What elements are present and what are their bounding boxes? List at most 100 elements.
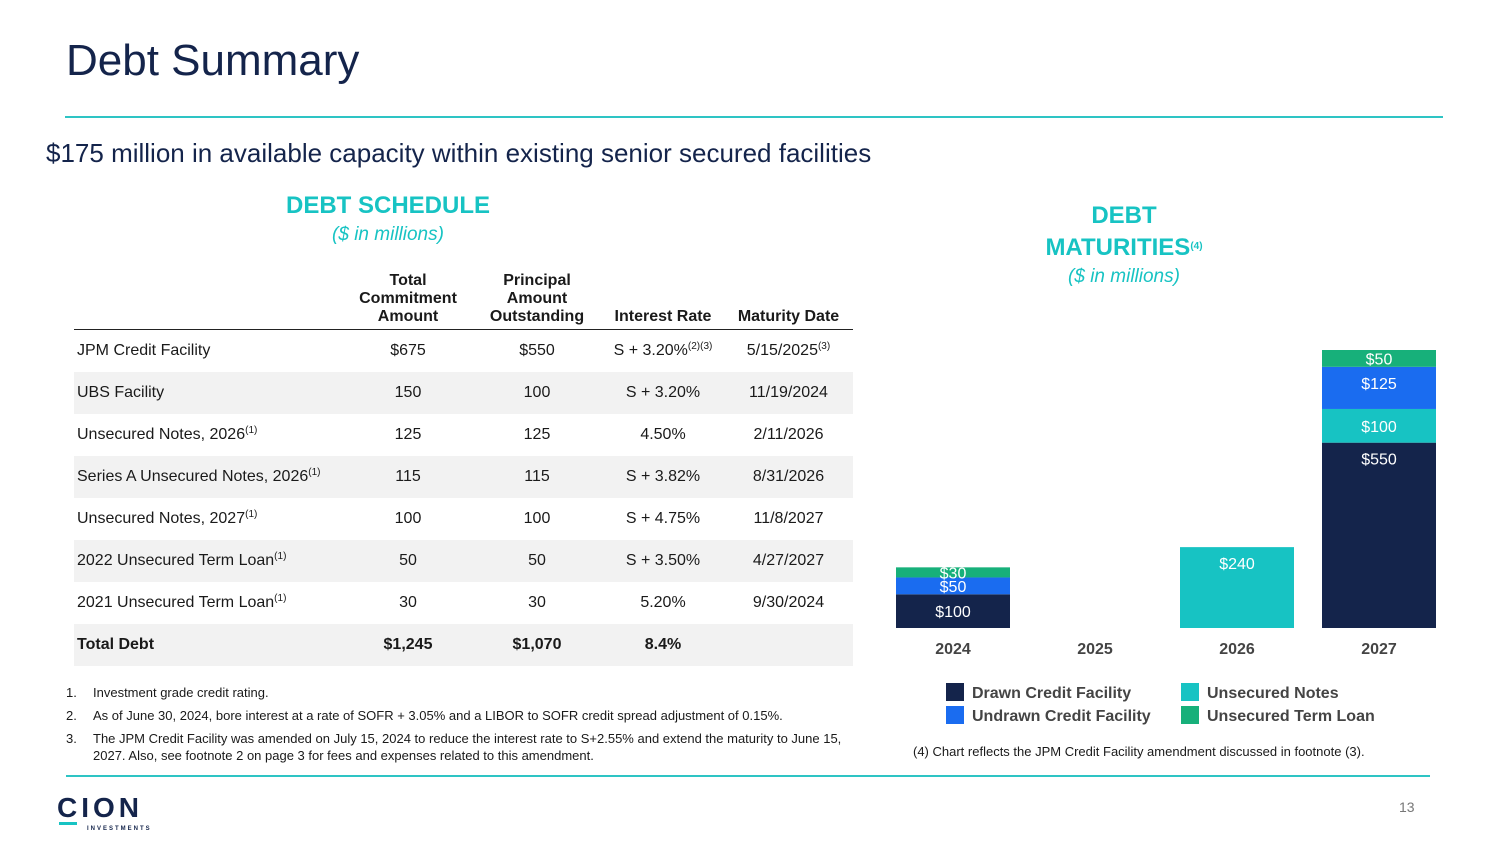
total-principal: $1,070 bbox=[472, 624, 602, 666]
total-rate: 8.4% bbox=[602, 624, 724, 666]
legend-item: Unsecured Notes bbox=[1181, 683, 1339, 703]
header-maturity-date: Maturity Date bbox=[724, 272, 853, 330]
data-label: $50 bbox=[1366, 351, 1393, 368]
maturity-date: 11/8/2027 bbox=[753, 510, 824, 527]
chart-footnote: (4) Chart reflects the JPM Credit Facili… bbox=[913, 744, 1365, 759]
commitment-amount: 50 bbox=[344, 540, 472, 582]
svg-text:INVESTMENTS: INVESTMENTS bbox=[87, 826, 152, 832]
data-label: $100 bbox=[935, 604, 971, 621]
svg-text:CION: CION bbox=[57, 795, 143, 823]
table-row: Unsecured Notes, 2027(1) 100 100 S + 4.75% 1… bbox=[74, 498, 853, 540]
bar-2027-drawn-credit-facility bbox=[1322, 442, 1436, 628]
commitment-amount: $675 bbox=[390, 342, 426, 359]
interest-rate: 4.50% bbox=[640, 426, 686, 443]
x-tick-label: 2025 bbox=[1077, 641, 1113, 658]
x-tick-label: 2024 bbox=[935, 641, 971, 658]
header-interest-rate: Interest Rate bbox=[602, 272, 724, 330]
facility-name: Unsecured Notes, 2026(1) bbox=[77, 425, 258, 444]
cion-logo: CION INVESTMENTS bbox=[57, 795, 152, 832]
table-row: Series A Unsecured Notes, 2026(1) 115 115 S… bbox=[74, 456, 853, 498]
commitment-amount: 125 bbox=[394, 426, 422, 443]
x-tick-label: 2026 bbox=[1219, 641, 1255, 658]
total-label: Total Debt bbox=[74, 624, 344, 666]
page-title: Debt Summary bbox=[66, 36, 360, 85]
facility-name: JPM Credit Facility bbox=[77, 342, 211, 359]
legend-item: Unsecured Term Loan bbox=[1181, 706, 1375, 726]
table-row: UBS Facility 150 100 S + 3.20% 11/19/2024 bbox=[74, 372, 853, 414]
data-label: $100 bbox=[1361, 419, 1397, 436]
legend-item: Drawn Credit Facility bbox=[946, 683, 1131, 703]
data-label: $550 bbox=[1361, 452, 1397, 469]
maturities-units: ($ in millions) bbox=[1068, 266, 1180, 287]
maturity-date: 5/15/2025(3) bbox=[746, 341, 831, 360]
legend-swatch bbox=[946, 706, 964, 724]
interest-rate: S + 3.20% bbox=[602, 372, 724, 414]
commitment-amount: 100 bbox=[394, 510, 422, 527]
table-header-row: Total Commitment Amount Principal Amount… bbox=[74, 272, 853, 330]
legend-label: Unsecured Term Loan bbox=[1207, 708, 1375, 725]
interest-rate: 5.20% bbox=[640, 594, 686, 611]
schedule-footnotes: 1. Investment grade credit rating. 2. As o… bbox=[66, 684, 856, 770]
table-row: Unsecured Notes, 2026(1) 125 125 4.50% 2/11/… bbox=[74, 414, 853, 456]
interest-rate: S + 3.50% bbox=[602, 540, 724, 582]
maturities-title-line2: MATURITIES(4) bbox=[1045, 234, 1203, 261]
page-number: 13 bbox=[1399, 799, 1415, 815]
principal-outstanding: 30 bbox=[528, 594, 546, 611]
table-row: 2022 Unsecured Term Loan(1) 50 50 S + 3.50%… bbox=[74, 540, 853, 582]
maturities-title-line1: DEBT bbox=[1091, 202, 1157, 229]
commitment-amount: 30 bbox=[399, 594, 417, 611]
principal-outstanding: 100 bbox=[523, 510, 551, 527]
debt-maturities-heading: DEBT MATURITIES(4) ($ in millions) bbox=[1004, 200, 1244, 290]
title-divider bbox=[65, 116, 1443, 118]
legend-swatch bbox=[1181, 706, 1199, 724]
facility-name: UBS Facility bbox=[74, 372, 344, 414]
legend-swatch bbox=[946, 683, 964, 701]
interest-rate: S + 3.82% bbox=[602, 456, 724, 498]
facility-name: Series A Unsecured Notes, 2026(1) bbox=[74, 456, 344, 498]
bar-2024-drawn-credit-facility bbox=[896, 594, 1010, 628]
debt-schedule-heading: DEBT SCHEDULE ($ in millions) bbox=[238, 190, 538, 248]
interest-rate: S + 4.75% bbox=[625, 510, 701, 527]
footnote-3: 3. The JPM Credit Facility was amended on… bbox=[66, 731, 842, 763]
principal-outstanding: 100 bbox=[472, 372, 602, 414]
principal-outstanding: 50 bbox=[472, 540, 602, 582]
data-label: $125 bbox=[1361, 376, 1397, 393]
maturity-date: 8/31/2026 bbox=[724, 456, 853, 498]
commitment-amount: 150 bbox=[344, 372, 472, 414]
legend-label: Unsecured Notes bbox=[1207, 685, 1339, 702]
bar-2027-unsecured-term-loan bbox=[1322, 350, 1436, 367]
footnote-1: 1. Investment grade credit rating. bbox=[66, 685, 269, 700]
footer-divider bbox=[66, 775, 1430, 777]
data-label: $240 bbox=[1219, 556, 1255, 573]
header-commitment: Total Commitment Amount bbox=[344, 272, 472, 330]
bar-2026-unsecured-notes bbox=[1180, 547, 1294, 628]
maturity-date: 9/30/2024 bbox=[752, 594, 825, 611]
principal-outstanding: 125 bbox=[523, 426, 551, 443]
maturity-date: 11/19/2024 bbox=[724, 372, 853, 414]
bar-2027-unsecured-notes bbox=[1322, 408, 1436, 443]
total-debt-row: Total Debt $1,245 $1,070 8.4% bbox=[74, 624, 853, 666]
legend-swatch bbox=[1181, 683, 1199, 701]
principal-outstanding: $550 bbox=[519, 342, 555, 359]
debt-schedule-table: Total Commitment Amount Principal Amount… bbox=[74, 272, 853, 666]
table-row: 2021 Unsecured Term Loan(1) 30 30 5.20% 9/30… bbox=[74, 582, 853, 624]
debt-schedule-units: ($ in millions) bbox=[332, 224, 444, 245]
bar-2024-unsecured-term-loan bbox=[896, 567, 1010, 578]
total-maturity bbox=[724, 624, 853, 666]
data-label: $50 bbox=[940, 579, 967, 596]
principal-outstanding: 115 bbox=[472, 456, 602, 498]
x-tick-label: 2027 bbox=[1361, 641, 1397, 658]
commitment-amount: 115 bbox=[344, 456, 472, 498]
debt-schedule-title: DEBT SCHEDULE bbox=[285, 192, 490, 219]
bar-2024-undrawn-credit-facility bbox=[896, 577, 1010, 595]
maturity-date: 4/27/2027 bbox=[724, 540, 853, 582]
header-facility bbox=[74, 272, 344, 330]
header-principal: Principal Amount Outstanding bbox=[472, 272, 602, 330]
maturity-date: 2/11/2026 bbox=[753, 426, 824, 443]
total-commitment: $1,245 bbox=[344, 624, 472, 666]
facility-name: 2022 Unsecured Term Loan(1) bbox=[74, 540, 344, 582]
legend-item: Undrawn Credit Facility bbox=[946, 706, 1151, 726]
table-row: JPM Credit Facility $675 $550 S + 3.20%(2)(… bbox=[74, 330, 853, 373]
legend-label: Undrawn Credit Facility bbox=[972, 708, 1151, 725]
